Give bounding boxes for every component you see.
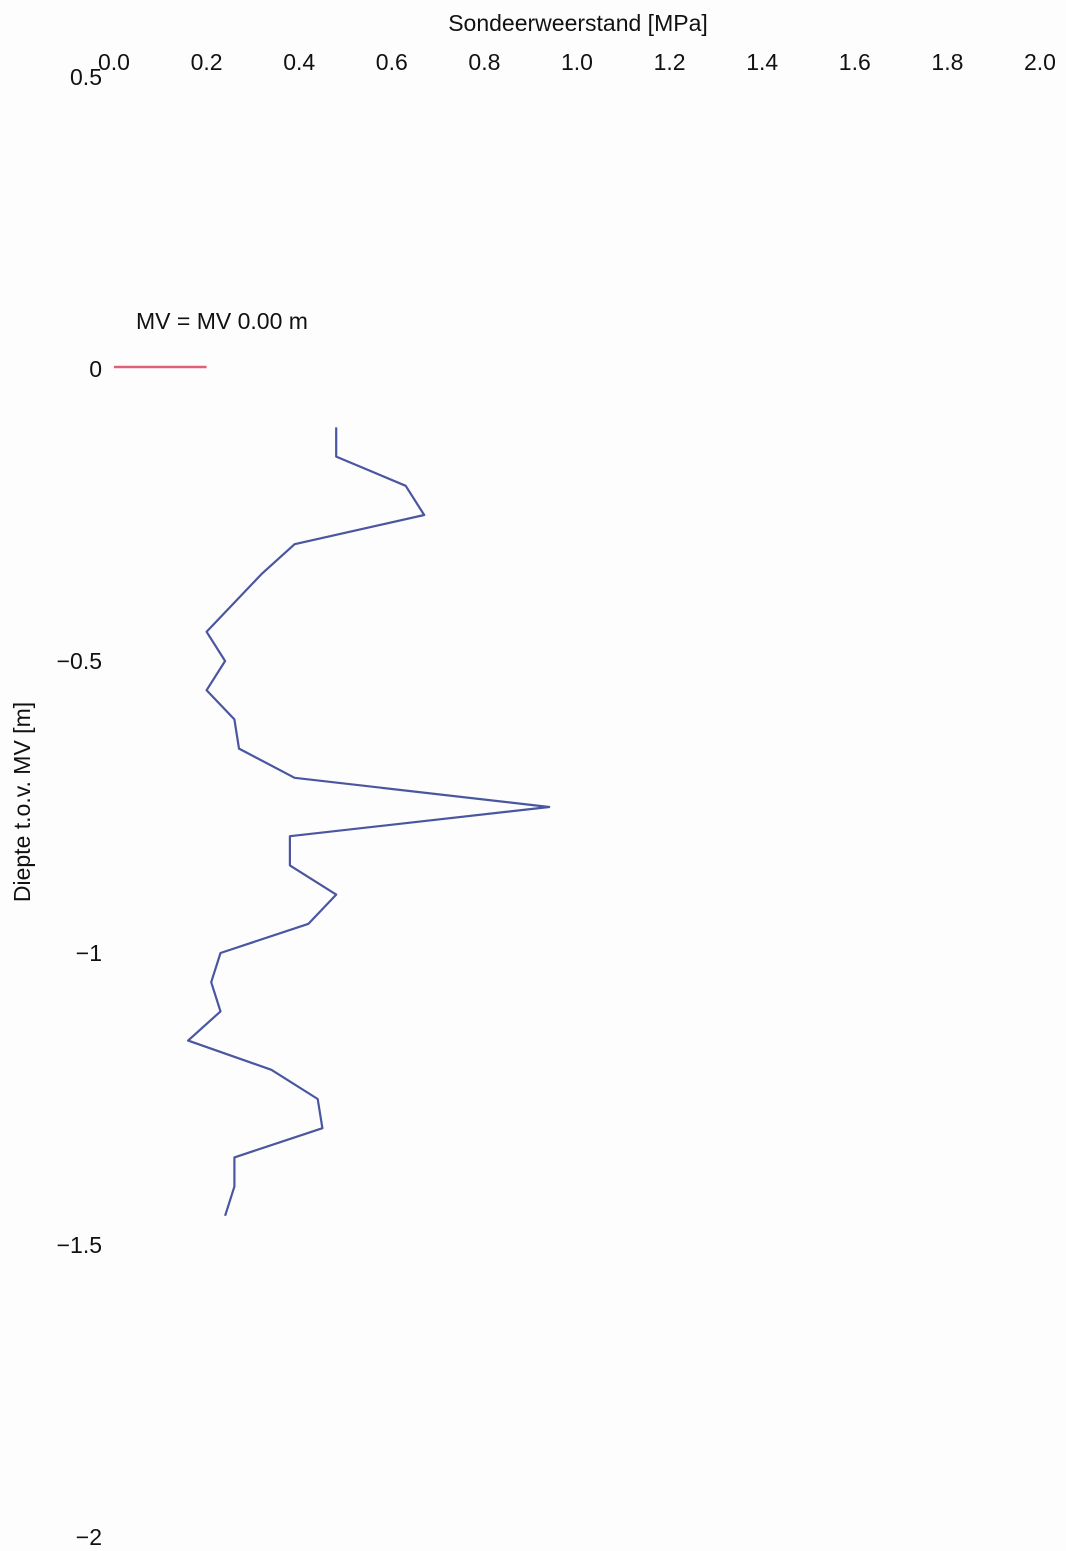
- x-tick-label: 1.0: [561, 49, 593, 75]
- x-tick-label: 0.6: [376, 49, 408, 75]
- y-tick-label: 0: [89, 356, 102, 382]
- x-tick-label: 0.8: [468, 49, 500, 75]
- x-tick-labels: 0.0 0.2 0.4 0.6 0.8 1.0 1.2 1.4 1.6 1.8 2.0: [98, 49, 1056, 75]
- x-tick-label: 1.4: [746, 49, 778, 75]
- cone-resistance-series-line: [187, 427, 551, 1217]
- x-tick-label: 1.2: [654, 49, 686, 75]
- x-tick-label: 1.6: [839, 49, 871, 75]
- y-tick-label: −1: [76, 940, 102, 966]
- y-tick-label: 0.5: [70, 64, 102, 90]
- mv-reference-label: MV = MV 0.00 m: [136, 308, 308, 334]
- y-tick-label: −2: [76, 1524, 102, 1550]
- x-tick-label: 0.2: [191, 49, 223, 75]
- x-tick-label: 0.0: [98, 49, 130, 75]
- x-axis-title: Sondeerweerstand [MPa]: [448, 10, 708, 36]
- y-axis-title: Diepte t.o.v. MV [m]: [9, 702, 35, 902]
- y-tick-label: −1.5: [57, 1232, 102, 1258]
- x-tick-label: 1.8: [931, 49, 963, 75]
- x-tick-label: 2.0: [1024, 49, 1056, 75]
- y-tick-labels: 0.5 0 −0.5 −1 −1.5 −2: [57, 64, 102, 1550]
- y-tick-label: −0.5: [57, 648, 102, 674]
- x-tick-label: 0.4: [283, 49, 315, 75]
